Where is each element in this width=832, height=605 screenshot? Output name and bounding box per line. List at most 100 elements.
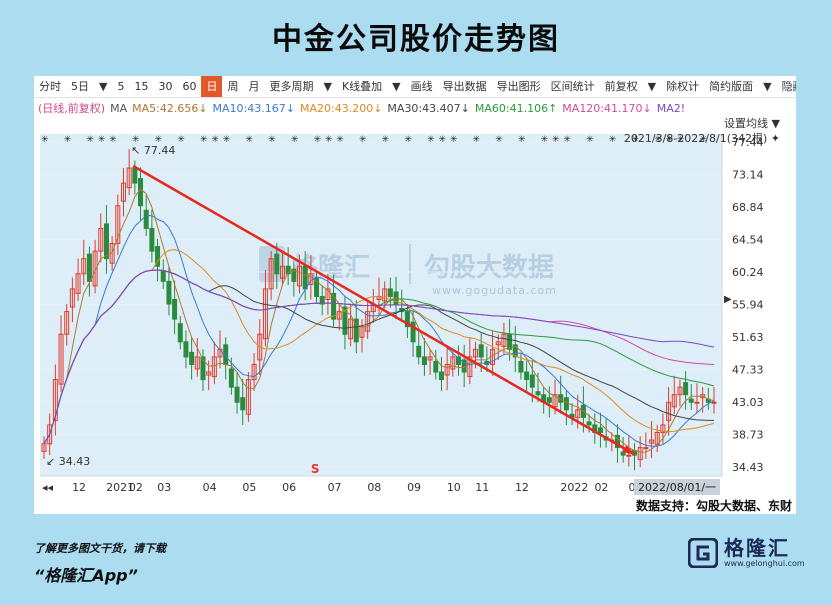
- candle-body: [58, 333, 64, 385]
- x-tick-label: 04: [203, 481, 217, 494]
- event-marker-icon: ✳: [586, 135, 594, 145]
- toolbar-item[interactable]: 60: [182, 79, 197, 93]
- candle-body: [240, 397, 246, 411]
- candle-body: [626, 454, 632, 457]
- pin-icon[interactable]: ✦: [770, 132, 780, 145]
- candle-body: [297, 265, 303, 287]
- event-marker-icon: ✳: [245, 135, 253, 145]
- candle-body: [512, 344, 518, 358]
- watermark-divider: [409, 244, 411, 284]
- s-marker: S: [311, 462, 320, 476]
- event-marker-icon: ✳: [404, 135, 412, 145]
- x-tick-label: 11: [475, 481, 489, 494]
- x-tick-label: 12: [72, 481, 86, 494]
- toolbar-item[interactable]: 日: [201, 76, 223, 97]
- candle-body: [200, 356, 206, 381]
- event-marker-icon: ✳: [518, 135, 526, 145]
- event-marker-icon: ✳: [666, 135, 674, 145]
- event-marker-icon: ✳: [609, 135, 617, 145]
- toolbar-item[interactable]: ▼: [323, 79, 332, 93]
- candle-body: [138, 178, 144, 207]
- toolbar-item[interactable]: 简约版面: [709, 79, 754, 93]
- toolbar-item[interactable]: 更多周期: [269, 79, 314, 93]
- y-tick-label: 73.14: [732, 168, 764, 181]
- x-axis: 1220210203040506070809101112202202030405…: [40, 475, 722, 495]
- candle-body: [575, 409, 581, 418]
- event-markers: ✳ ✳ ✳ ✳ ✳ ✳ ✳ ✳ ✳ ✳ ✳ ✳ ✳ ✳ ✳ ✳ ✳ ✳ ✳ ✳ ✳ ✳ ✳ ✳ ✳ ✳ ✳ ✳ ✳ ✳ ✳ ✳ ✳ ✳ ✳ ✳: [41, 135, 708, 145]
- watermark: 格隆汇 勾股大数据 www.gogudata.com: [259, 244, 557, 297]
- x-tick-label: 2021: [106, 481, 134, 494]
- candle-body: [501, 333, 507, 347]
- candle-body: [155, 246, 161, 267]
- event-marker-icon: ✳: [336, 135, 344, 145]
- brand-g-icon: [688, 537, 718, 568]
- candle-body: [637, 447, 643, 461]
- candle-body: [620, 451, 626, 456]
- event-marker-icon: ✳: [473, 135, 481, 145]
- toolbar-item[interactable]: 月: [248, 79, 260, 93]
- x-tick-label: 10: [447, 481, 461, 494]
- candle-body: [478, 344, 484, 358]
- toolbar-item[interactable]: 区间统计: [550, 79, 595, 93]
- candle-body: [319, 295, 325, 305]
- candle-body: [688, 398, 694, 403]
- toolbar-item[interactable]: 导出图形: [496, 79, 541, 93]
- ma-setting-button[interactable]: 设置均线 ▼: [724, 117, 780, 130]
- candle-body: [507, 333, 513, 350]
- x-tick-label: 05: [242, 481, 256, 494]
- x-tick-label: 09: [407, 481, 421, 494]
- toolbar-item[interactable]: 5: [117, 79, 125, 93]
- x-tick-label: 12: [515, 481, 529, 494]
- trend-arrow-head: [622, 445, 636, 456]
- candle-body: [115, 205, 121, 245]
- toolbar-item[interactable]: ▼: [99, 79, 108, 93]
- y-tick-label: 77.44: [732, 136, 764, 149]
- candle-body: [291, 268, 297, 282]
- event-marker-icon: ✳: [325, 135, 333, 145]
- y-tick-label: 43.03: [732, 396, 764, 409]
- trend-arrow: [132, 164, 634, 455]
- page-title: 中金公司股价走势图: [272, 22, 560, 57]
- toolbar-item[interactable]: 除权计: [666, 79, 700, 93]
- candle-body: [643, 447, 649, 450]
- x-tick-label: 2022: [560, 481, 588, 494]
- event-marker-icon: ✳: [291, 135, 299, 145]
- candle-body: [69, 288, 75, 308]
- candle-body: [666, 401, 672, 421]
- scroll-left-button[interactable]: ◂◂: [42, 481, 54, 494]
- event-marker-icon: ✳: [223, 135, 231, 145]
- toolbar-item[interactable]: 5日: [71, 79, 89, 93]
- event-marker-icon: ✳: [98, 135, 106, 145]
- ma-line: [43, 269, 715, 445]
- toolbar-item[interactable]: K线叠加: [341, 79, 383, 93]
- candle-body: [103, 223, 109, 260]
- toolbar-item[interactable]: 前复权: [604, 79, 638, 93]
- candle-body: [132, 167, 138, 184]
- toolbar-item[interactable]: 隐藏: [781, 79, 796, 93]
- candle-body: [711, 401, 717, 404]
- toolbar-item[interactable]: 画线: [410, 79, 433, 93]
- candle-body: [177, 323, 183, 343]
- y-tick-label: 60.24: [732, 266, 764, 279]
- toolbar-item[interactable]: ▼: [647, 79, 657, 93]
- toolbar-item[interactable]: 周: [227, 79, 239, 93]
- toolbar-item[interactable]: 15: [134, 79, 149, 93]
- toolbar-item[interactable]: 分时: [39, 79, 61, 93]
- scroll-right-icon[interactable]: ▶: [724, 294, 732, 305]
- event-marker-icon: ✳: [495, 135, 503, 145]
- event-marker-icon: ✳: [654, 135, 662, 145]
- candle-body: [649, 439, 655, 444]
- candle-body: [416, 345, 422, 358]
- candle-body: [189, 351, 195, 365]
- toolbar-item[interactable]: ▼: [392, 79, 401, 93]
- toolbar-item[interactable]: 导出数据: [442, 79, 487, 93]
- event-marker-icon: ✳: [382, 135, 390, 145]
- cursor-date-box: [634, 479, 720, 495]
- toolbar-item[interactable]: ▼: [763, 79, 772, 93]
- toolbar-item[interactable]: 30: [158, 79, 173, 93]
- candle-body: [98, 227, 104, 252]
- y-tick-label: 51.63: [732, 331, 764, 344]
- ma-item: MA2!: [656, 102, 686, 115]
- watermark-url: www.gogudata.com: [432, 284, 557, 297]
- candle-body: [274, 253, 280, 275]
